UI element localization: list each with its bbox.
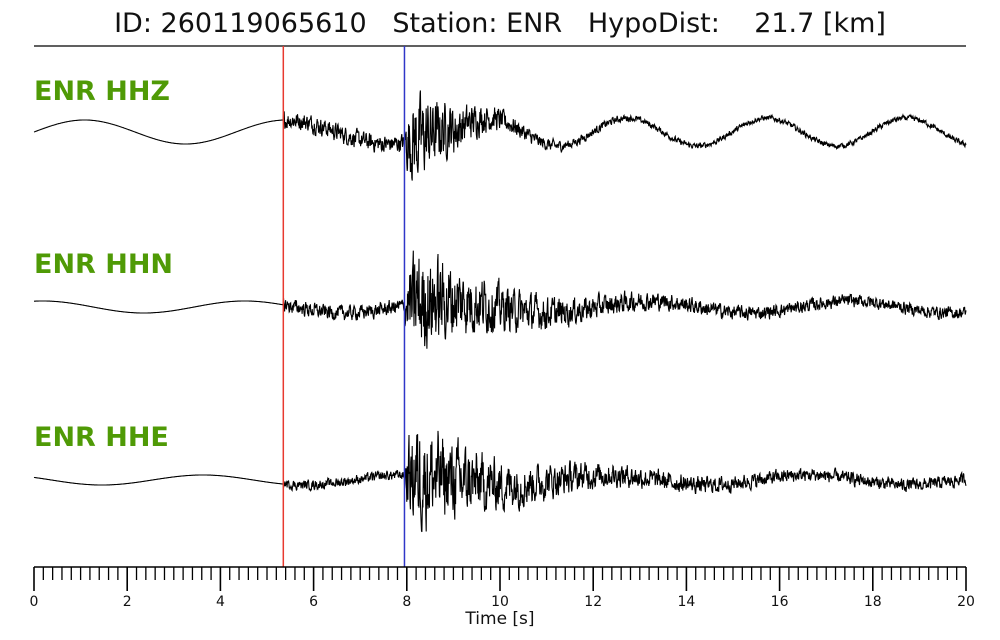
- x-tick-label: 20: [957, 594, 975, 610]
- trace-label-enr-hhz: ENR HHZ: [34, 76, 170, 107]
- x-tick-label: 14: [677, 594, 695, 610]
- waveform-trace-enr-hhn: [34, 250, 967, 349]
- title-station-label: Station:: [392, 8, 498, 39]
- x-axis-label: Time [s]: [464, 609, 534, 629]
- x-tick-label: 10: [491, 594, 509, 610]
- phase-picks-group: [282, 46, 406, 567]
- x-tick-label: 0: [30, 594, 39, 610]
- x-tick-label: 16: [771, 594, 789, 610]
- x-axis: 0 2 4 6 8 10 12 14 16 18 20 Time [s]: [30, 566, 975, 629]
- x-tick-label: 8: [402, 594, 411, 610]
- title-dist-label: HypoDist:: [587, 8, 720, 39]
- title-dist-value: 21.7: [754, 8, 815, 39]
- waveform-trace-enr-hhe: [33, 430, 967, 533]
- x-tick-label: 18: [864, 594, 882, 610]
- trace-labels-group: ENR HHZ ENR HHN ENR HHE: [34, 76, 173, 453]
- x-tick-label: 6: [309, 594, 318, 610]
- trace-label-enr-hhn: ENR HHN: [34, 249, 173, 280]
- title-dist-unit: [km]: [822, 8, 886, 39]
- waveform-trace-enr-hhz: [33, 90, 967, 181]
- x-tick-label: 2: [123, 594, 132, 610]
- title-station-value: ENR: [506, 8, 563, 39]
- plot-title: ID: 260119065610 Station: ENR HypoDist: …: [34, 8, 966, 39]
- x-tick-label: 4: [216, 594, 225, 610]
- trace-label-enr-hhe: ENR HHE: [34, 422, 169, 453]
- title-id-label: ID:: [114, 8, 152, 39]
- traces-group: [33, 90, 967, 533]
- x-tick-label: 12: [584, 594, 602, 610]
- title-id-value: 260119065610: [160, 8, 367, 39]
